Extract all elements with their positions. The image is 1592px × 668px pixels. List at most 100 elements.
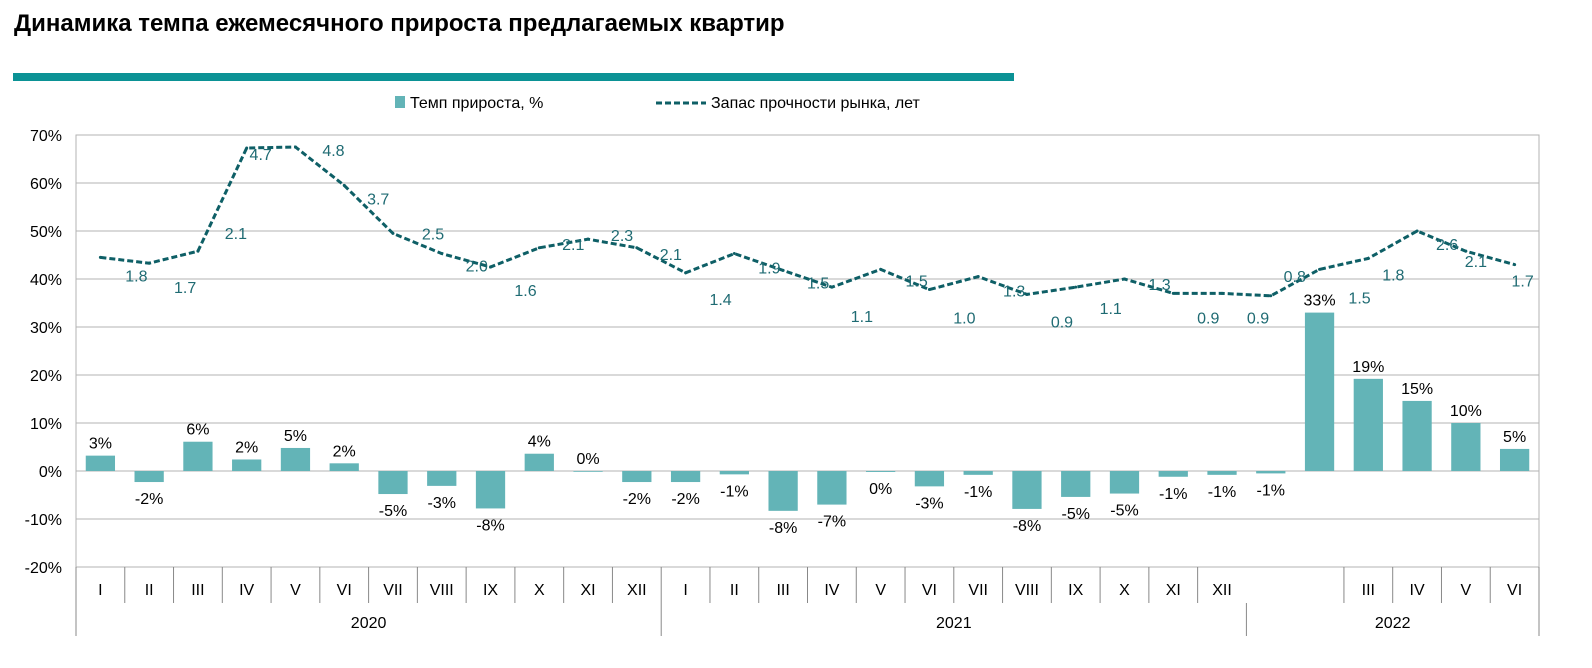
x-year-label: 2021 bbox=[936, 615, 972, 632]
bar-data-label: -7% bbox=[818, 514, 846, 531]
bar-data-label: 0% bbox=[576, 451, 599, 468]
line-data-label: 2.1 bbox=[660, 247, 682, 264]
page-title: Динамика темпа ежемесячного прироста пре… bbox=[14, 10, 785, 37]
x-category-label: I bbox=[98, 582, 102, 599]
bar-data-label: 0% bbox=[869, 481, 892, 498]
line-point bbox=[489, 265, 493, 269]
line-data-label: 0.8 bbox=[1284, 269, 1306, 286]
bar bbox=[963, 471, 993, 475]
bar bbox=[914, 471, 945, 487]
line-data-label: 2.1 bbox=[225, 226, 247, 243]
line-point bbox=[147, 261, 151, 265]
bar bbox=[329, 463, 359, 471]
x-category-label: I bbox=[683, 582, 687, 599]
line-data-label: 1.1 bbox=[851, 309, 873, 326]
bar bbox=[1451, 423, 1481, 471]
bar-data-label: -1% bbox=[964, 484, 992, 501]
bar-data-label: -3% bbox=[428, 495, 456, 512]
y-tick-label: 20% bbox=[30, 368, 62, 385]
line-data-label: 0.9 bbox=[1247, 310, 1269, 327]
bar bbox=[134, 471, 164, 483]
x-category-label: VI bbox=[1507, 582, 1522, 599]
line-point bbox=[684, 271, 688, 275]
bar-data-label: -2% bbox=[671, 491, 699, 508]
bar-data-label: 5% bbox=[1503, 429, 1526, 446]
x-category-label: IV bbox=[239, 582, 254, 599]
bar bbox=[1256, 471, 1286, 474]
x-category-label: III bbox=[1362, 582, 1375, 599]
line-data-label: 2.6 bbox=[1436, 237, 1458, 254]
y-tick-label: 50% bbox=[30, 224, 62, 241]
line-data-label: 1.3 bbox=[1148, 277, 1170, 294]
bar-data-label: -3% bbox=[915, 495, 943, 512]
reserve-line bbox=[100, 145, 1515, 298]
y-tick-label: 0% bbox=[39, 464, 62, 481]
line-point bbox=[781, 268, 785, 272]
bar bbox=[1207, 471, 1237, 475]
line-point bbox=[1415, 229, 1419, 233]
x-category-label: VII bbox=[383, 582, 403, 599]
x-category-label: X bbox=[534, 582, 545, 599]
x-category-label: V bbox=[1461, 582, 1472, 599]
bar-data-label: -2% bbox=[135, 491, 163, 508]
bar-data-label: 2% bbox=[235, 439, 258, 456]
x-category-label: XII bbox=[627, 582, 647, 599]
bar-data-label: -1% bbox=[1257, 482, 1285, 499]
line-point bbox=[879, 267, 883, 271]
legend-label-reserve: Запас прочности рынка, лет bbox=[711, 95, 921, 112]
x-category-label: VIII bbox=[1015, 582, 1039, 599]
bar-data-label: 10% bbox=[1450, 403, 1482, 420]
bar-data-label: 19% bbox=[1352, 359, 1384, 376]
x-category-label: XI bbox=[580, 582, 595, 599]
legend-label-growth: Темп прироста, % bbox=[410, 95, 543, 112]
line-data-label: 0.9 bbox=[1051, 314, 1073, 331]
line-data-label: 1.6 bbox=[514, 283, 536, 300]
bar bbox=[1304, 312, 1335, 471]
line-point bbox=[98, 255, 102, 259]
bar-data-label: 5% bbox=[284, 428, 307, 445]
line-point bbox=[537, 246, 541, 250]
line-point bbox=[1074, 285, 1078, 289]
x-category-label: III bbox=[776, 582, 789, 599]
line-point bbox=[1171, 291, 1175, 295]
line-data-label: 2.3 bbox=[611, 228, 633, 245]
bar bbox=[573, 471, 603, 472]
line-data-label: 1.9 bbox=[758, 261, 780, 278]
line-data-label: 1.8 bbox=[1382, 267, 1404, 284]
line-point bbox=[635, 246, 639, 250]
line-data-label: 2.0 bbox=[466, 259, 488, 276]
x-category-label: V bbox=[290, 582, 301, 599]
bar bbox=[1353, 378, 1383, 471]
bar-data-label: -8% bbox=[769, 520, 797, 537]
bar bbox=[280, 447, 311, 471]
line-point bbox=[342, 183, 346, 187]
line-point bbox=[732, 252, 736, 256]
bar bbox=[1012, 471, 1042, 509]
line-data-label: 1.3 bbox=[1003, 284, 1025, 301]
bar bbox=[719, 471, 749, 475]
line-data-label: 0.9 bbox=[1197, 310, 1219, 327]
bar bbox=[1061, 471, 1091, 497]
x-category-label: XII bbox=[1212, 582, 1232, 599]
bar bbox=[183, 441, 213, 471]
line-data-label: 1.8 bbox=[125, 268, 147, 285]
line-data-label: 2.1 bbox=[562, 237, 584, 254]
line-point bbox=[1464, 249, 1468, 253]
bar-data-label: -5% bbox=[1110, 503, 1138, 520]
x-category-label: II bbox=[730, 582, 739, 599]
line-point bbox=[391, 231, 395, 235]
x-year-label: 2020 bbox=[351, 615, 387, 632]
bar-data-label: -1% bbox=[1208, 484, 1236, 501]
y-tick-label: 70% bbox=[30, 128, 62, 145]
bar bbox=[378, 471, 408, 495]
bar-data-label: -1% bbox=[1159, 486, 1187, 503]
bar bbox=[670, 471, 701, 483]
line-data-label: 1.0 bbox=[953, 311, 975, 328]
x-category-label: III bbox=[191, 582, 204, 599]
bar bbox=[1402, 400, 1432, 471]
x-category-label: II bbox=[145, 582, 154, 599]
line-data-label: 1.4 bbox=[709, 292, 731, 309]
bar bbox=[1109, 471, 1140, 494]
x-category-label: X bbox=[1119, 582, 1130, 599]
line-point bbox=[1269, 294, 1273, 298]
